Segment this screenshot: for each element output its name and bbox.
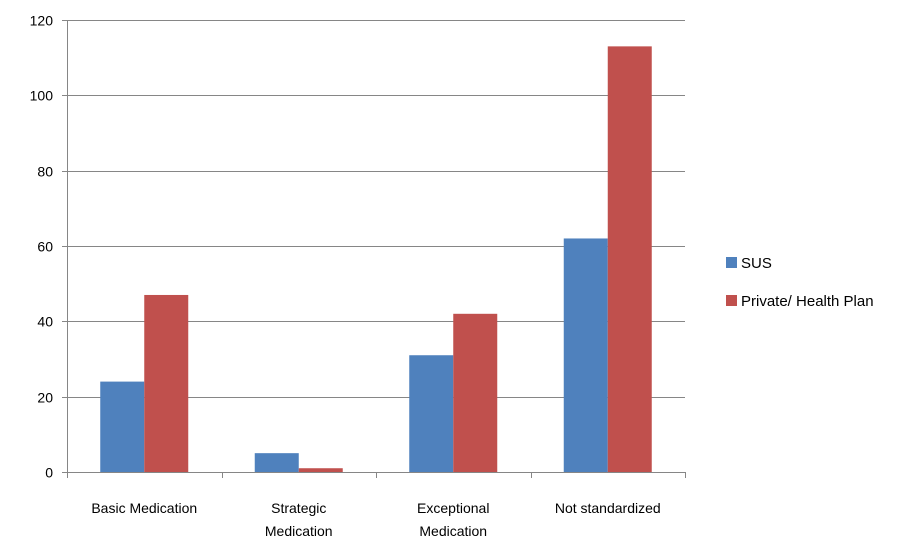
bar-private-2 — [453, 313, 498, 472]
legend-swatch-sus — [726, 257, 737, 268]
bars — [100, 46, 652, 472]
x-category-label: Medication — [265, 523, 333, 539]
legend-label-private: Private/ Health Plan — [741, 293, 874, 310]
y-tick-label: 0 — [45, 465, 53, 481]
x-category-label: Strategic — [271, 500, 326, 516]
y-tick-label: 120 — [30, 13, 54, 29]
bar-private-3 — [607, 46, 652, 472]
y-tick-labels: 0 20 40 60 80 100 120 — [30, 13, 54, 481]
bar-sus-0 — [100, 381, 145, 472]
legend-swatch-private — [726, 295, 737, 306]
x-category-label: Medication — [419, 523, 487, 539]
x-category-labels: Basic Medication Strategic Medication Excep… — [91, 500, 660, 539]
x-category-label: Not standardized — [555, 500, 661, 516]
y-tick-label: 80 — [37, 164, 53, 180]
y-tick-label: 20 — [37, 390, 53, 406]
bar-sus-3 — [563, 238, 608, 472]
x-category-label: Exceptional — [417, 500, 489, 516]
y-tick-label: 60 — [37, 239, 53, 255]
axes — [62, 20, 686, 478]
legend-label-sus: SUS — [741, 255, 772, 272]
bar-private-0 — [144, 294, 189, 472]
y-tick-label: 40 — [37, 314, 53, 330]
bar-private-1 — [298, 468, 343, 472]
x-category-label: Basic Medication — [91, 500, 197, 516]
legend: SUS Private/ Health Plan — [726, 255, 874, 310]
bar-sus-2 — [409, 355, 454, 472]
y-tick-label: 100 — [30, 88, 54, 104]
bar-sus-1 — [254, 453, 299, 472]
